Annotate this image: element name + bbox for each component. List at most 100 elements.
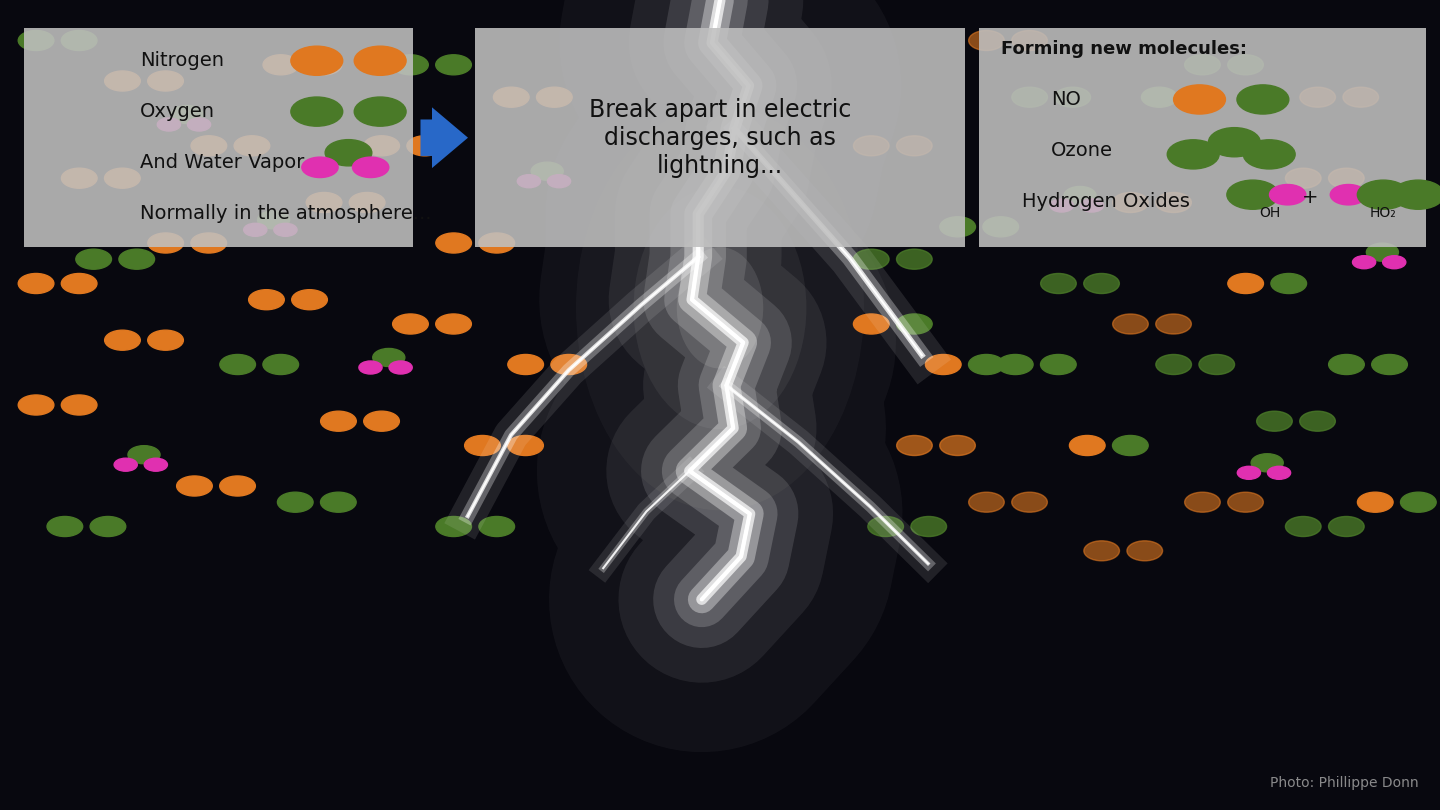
Circle shape	[62, 395, 96, 415]
Circle shape	[1185, 492, 1220, 512]
Circle shape	[1228, 274, 1263, 293]
Circle shape	[177, 476, 212, 496]
Circle shape	[868, 517, 903, 536]
Circle shape	[389, 361, 412, 374]
Circle shape	[1237, 85, 1289, 114]
Circle shape	[1156, 314, 1191, 334]
Circle shape	[1392, 180, 1440, 209]
Circle shape	[436, 314, 471, 334]
Circle shape	[249, 290, 284, 309]
Circle shape	[969, 31, 1004, 50]
Circle shape	[307, 193, 341, 212]
Circle shape	[192, 233, 226, 253]
Circle shape	[1070, 436, 1104, 455]
Circle shape	[105, 71, 140, 91]
Circle shape	[1227, 180, 1279, 209]
Circle shape	[302, 157, 338, 177]
Circle shape	[854, 136, 888, 156]
Circle shape	[1367, 243, 1398, 261]
Text: +: +	[1302, 188, 1318, 207]
Text: Forming new molecules:: Forming new molecules:	[1001, 40, 1247, 58]
FancyBboxPatch shape	[475, 28, 965, 247]
Circle shape	[1200, 355, 1234, 374]
Circle shape	[393, 314, 428, 334]
Circle shape	[91, 517, 125, 536]
Circle shape	[517, 175, 540, 188]
Circle shape	[364, 411, 399, 431]
Circle shape	[508, 436, 543, 455]
Circle shape	[128, 446, 160, 463]
Circle shape	[436, 517, 471, 536]
Circle shape	[353, 157, 389, 177]
Circle shape	[998, 355, 1032, 374]
Circle shape	[62, 168, 96, 188]
Circle shape	[897, 249, 932, 269]
Circle shape	[1329, 355, 1364, 374]
Circle shape	[274, 224, 297, 237]
Circle shape	[1329, 517, 1364, 536]
Circle shape	[1228, 492, 1263, 512]
Circle shape	[291, 97, 343, 126]
Circle shape	[307, 55, 341, 75]
Circle shape	[1185, 87, 1220, 107]
Circle shape	[436, 55, 471, 75]
Circle shape	[187, 118, 210, 131]
Circle shape	[1156, 193, 1191, 212]
Text: Break apart in electric
discharges, such as
lightning...: Break apart in electric discharges, such…	[589, 98, 851, 177]
Circle shape	[1064, 186, 1096, 204]
Circle shape	[19, 274, 53, 293]
Text: Normally in the atmosphere...: Normally in the atmosphere...	[140, 204, 431, 223]
Circle shape	[1128, 541, 1162, 561]
Circle shape	[508, 355, 543, 374]
Circle shape	[1050, 199, 1073, 212]
Circle shape	[408, 136, 442, 156]
Circle shape	[1358, 492, 1392, 512]
Circle shape	[264, 355, 298, 374]
Circle shape	[192, 136, 226, 156]
Circle shape	[940, 217, 975, 237]
Circle shape	[480, 517, 514, 536]
Circle shape	[1168, 140, 1220, 169]
Circle shape	[436, 233, 471, 253]
Circle shape	[1243, 140, 1295, 169]
Circle shape	[354, 97, 406, 126]
Circle shape	[235, 136, 269, 156]
Circle shape	[1331, 185, 1367, 205]
Circle shape	[144, 458, 167, 471]
Circle shape	[1113, 314, 1148, 334]
Circle shape	[897, 136, 932, 156]
Circle shape	[1156, 355, 1191, 374]
Circle shape	[1084, 541, 1119, 561]
Circle shape	[291, 46, 343, 75]
Text: And Water Vapor: And Water Vapor	[140, 153, 304, 172]
Text: Photo: Phillippe Donn: Photo: Phillippe Donn	[1270, 776, 1418, 790]
Circle shape	[354, 46, 406, 75]
Circle shape	[105, 330, 140, 350]
Text: Hydrogen Oxides: Hydrogen Oxides	[1022, 192, 1191, 211]
Circle shape	[1228, 55, 1263, 75]
Circle shape	[1012, 492, 1047, 512]
Circle shape	[148, 71, 183, 91]
Text: OH: OH	[1260, 207, 1280, 220]
Circle shape	[1267, 467, 1290, 480]
Circle shape	[373, 348, 405, 366]
Circle shape	[1344, 87, 1378, 107]
Circle shape	[1382, 256, 1405, 269]
Circle shape	[171, 105, 203, 123]
Circle shape	[105, 168, 140, 188]
Ellipse shape	[634, 186, 806, 429]
Circle shape	[494, 87, 528, 107]
Circle shape	[1300, 87, 1335, 107]
Circle shape	[1237, 467, 1260, 480]
Circle shape	[537, 87, 572, 107]
Circle shape	[62, 274, 96, 293]
Circle shape	[321, 411, 356, 431]
Circle shape	[969, 492, 1004, 512]
Circle shape	[292, 290, 327, 309]
Circle shape	[1272, 274, 1306, 293]
Circle shape	[1257, 411, 1292, 431]
Circle shape	[1300, 411, 1335, 431]
Circle shape	[1401, 492, 1436, 512]
Ellipse shape	[677, 247, 763, 369]
Circle shape	[1012, 87, 1047, 107]
